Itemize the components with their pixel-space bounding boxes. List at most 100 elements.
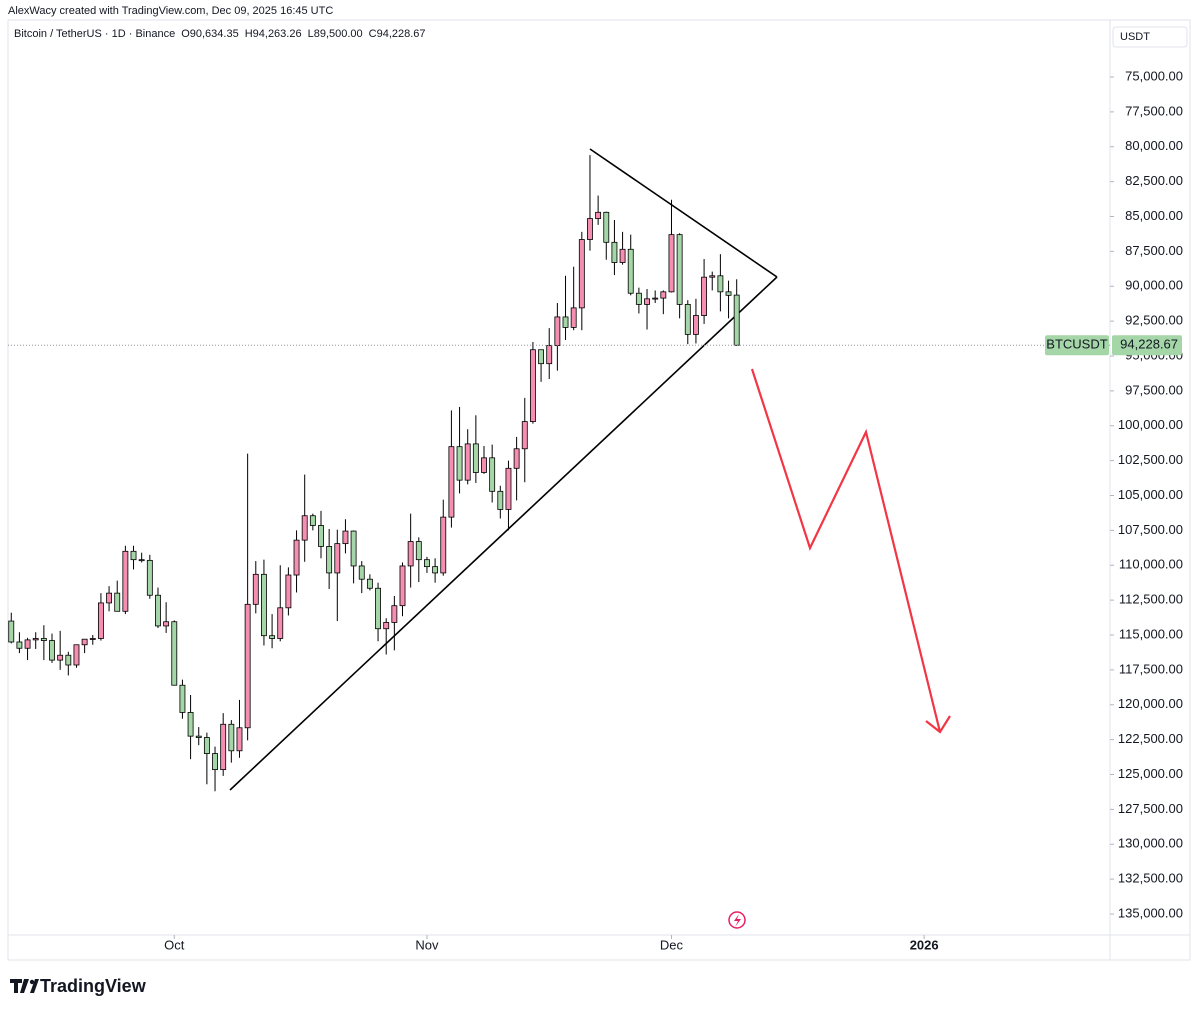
candle-body <box>130 550 137 561</box>
brand-logo <box>10 979 39 993</box>
candle-body <box>57 654 64 661</box>
candle-body <box>146 559 153 596</box>
candle-body <box>212 753 218 771</box>
candle-body <box>309 515 316 526</box>
event-icon[interactable] <box>728 911 746 929</box>
candle-body <box>81 638 88 646</box>
last-price-symbol-box <box>1045 335 1109 356</box>
candle-body <box>562 316 569 328</box>
candle-body <box>40 638 47 641</box>
candle-body <box>578 239 585 309</box>
y-tick-label: 80,000.00 <box>1125 138 1183 153</box>
candle-body <box>228 723 235 752</box>
candle-body <box>155 594 161 627</box>
y-tick-label: 87,500.00 <box>1125 243 1183 258</box>
candle-body <box>195 735 202 738</box>
candle-body <box>65 654 72 666</box>
y-tick-label: 127,500.00 <box>1118 801 1183 816</box>
candle-body <box>358 565 365 580</box>
y-tick-label: 107,500.00 <box>1118 522 1183 537</box>
chart-frame <box>7 19 1191 961</box>
symbol-title: Bitcoin / TetherUS · 1D · Binance <box>14 28 175 40</box>
candle-body <box>644 298 650 305</box>
candle-body <box>611 241 618 263</box>
candle-body <box>489 457 496 492</box>
candle-body <box>277 607 284 639</box>
currency-box[interactable] <box>1112 26 1188 48</box>
candle-body <box>603 211 610 243</box>
x-tick-label: Nov <box>415 937 439 952</box>
candle-body <box>399 565 406 607</box>
y-tick-label: 122,500.00 <box>1118 731 1183 746</box>
candle-body <box>318 525 324 547</box>
candle-body <box>676 234 683 305</box>
candle-body <box>366 578 373 589</box>
candle-body <box>106 592 112 604</box>
candle-body <box>529 349 536 422</box>
candle-body <box>513 448 520 469</box>
trend-line[interactable] <box>229 276 778 791</box>
header-ohlc-value: O90,634.35 <box>181 28 239 40</box>
candle-body <box>497 490 504 510</box>
y-tick-label: 92,500.00 <box>1125 313 1183 328</box>
candle-body <box>652 297 659 300</box>
header-ohlc-value: L89,500.00 <box>308 28 363 40</box>
candle-body <box>32 638 39 641</box>
candle-body <box>97 602 104 639</box>
candle-body <box>481 457 487 473</box>
y-tick-label: 85,000.00 <box>1125 208 1183 223</box>
candle-body <box>627 248 634 294</box>
candle-body <box>383 622 390 630</box>
candle-body <box>269 635 276 639</box>
candle-body <box>171 621 178 686</box>
last-price-box <box>1112 335 1182 356</box>
candle-body <box>709 275 716 278</box>
candle-body <box>244 603 251 729</box>
x-tick-label: 2026 <box>910 937 939 952</box>
y-tick-label: 120,000.00 <box>1118 696 1183 711</box>
candle-body <box>415 541 422 561</box>
candle-body <box>220 723 227 771</box>
candle-body <box>660 291 667 299</box>
candle-body <box>505 467 512 510</box>
y-tick-label: 135,000.00 <box>1118 905 1183 920</box>
last-price-label: 94,228.67 <box>1120 337 1178 352</box>
candle-body <box>456 446 463 481</box>
candle-body <box>138 559 145 562</box>
candle-body <box>464 443 471 481</box>
candle-body <box>375 587 381 630</box>
trend-line[interactable] <box>589 148 778 278</box>
forecast-path[interactable] <box>750 368 942 733</box>
candle-body <box>472 443 479 473</box>
candle-body <box>538 349 544 365</box>
candle-body <box>554 316 561 346</box>
last-price-symbol: BTCUSDT <box>1046 337 1107 352</box>
y-tick-label: 77,500.00 <box>1125 103 1183 118</box>
candle-body <box>49 640 55 661</box>
x-tick-label: Dec <box>660 937 684 952</box>
candle-body <box>521 421 528 450</box>
candle-body <box>24 639 31 649</box>
candle-body <box>448 446 455 518</box>
candle-body <box>261 573 267 637</box>
candle-body <box>179 684 186 713</box>
attribution: AlexWacy created with TradingView.com, D… <box>8 5 333 17</box>
y-tick-label: 115,000.00 <box>1119 626 1183 641</box>
candle-body <box>285 574 292 609</box>
candle-body <box>432 566 439 574</box>
y-tick-label: 102,500.00 <box>1118 452 1183 467</box>
candle-body <box>114 592 121 612</box>
candle-body <box>187 712 194 737</box>
candle-body <box>684 303 691 335</box>
y-tick-label: 110,000.00 <box>1119 557 1183 572</box>
candle-body <box>342 530 349 545</box>
x-tick-label: Oct <box>164 937 185 952</box>
candle-body <box>725 291 732 296</box>
forecast-arrowhead <box>925 715 951 734</box>
candle-body <box>595 211 602 219</box>
brand: TradingView <box>40 976 147 996</box>
y-tick-label: 132,500.00 <box>1118 871 1183 886</box>
candle-body <box>546 345 553 365</box>
